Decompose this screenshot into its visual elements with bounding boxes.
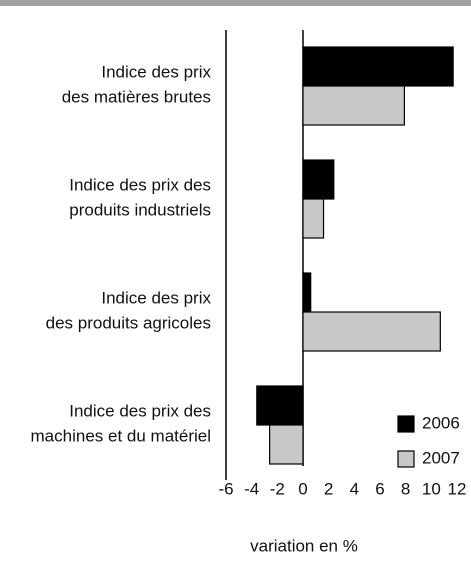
x-tick-label: 10: [422, 479, 441, 498]
category-label-line: Indice des prix des: [69, 402, 211, 421]
x-tick-label: 6: [375, 479, 384, 498]
x-axis-label: variation en %: [250, 536, 358, 555]
category-label: Indice des prix des machines et du matéri…: [31, 402, 211, 446]
bar: [302, 198, 325, 239]
bar: [269, 424, 304, 465]
legend-swatch: [397, 415, 415, 433]
bar: [302, 272, 312, 313]
x-tick-label: 12: [448, 479, 467, 498]
x-tick-label: -2: [270, 479, 285, 498]
legend-label: 2006: [422, 413, 460, 432]
bar: [302, 46, 454, 87]
legend-label: 2007: [422, 448, 460, 467]
category-label-line: Indice des prix des: [69, 176, 211, 195]
category-label: Indice des prix des produits agricoles: [46, 289, 212, 333]
x-tick-label: 0: [298, 479, 307, 498]
bar: [256, 385, 304, 426]
category-label-line: des produits agricoles: [46, 314, 211, 333]
x-tick-label: -4: [244, 479, 259, 498]
category-label: Indice des prix des matières brutes: [62, 63, 212, 107]
x-tick-label: -6: [218, 479, 233, 498]
category-label-line: Indice des prix: [101, 289, 211, 308]
category-label-line: produits industriels: [69, 201, 211, 220]
category-label-line: Indice des prix: [101, 63, 211, 82]
category-label-line: machines et du matériel: [31, 427, 211, 446]
bar: [302, 311, 441, 352]
top-band: [0, 0, 471, 6]
bar: [302, 85, 405, 126]
x-tick-label: 4: [350, 479, 359, 498]
x-tick-label: 8: [401, 479, 410, 498]
bar: [302, 159, 335, 200]
legend-swatch: [397, 450, 415, 468]
x-tick-label: 2: [324, 479, 333, 498]
category-label-line: des matières brutes: [62, 88, 211, 107]
category-label: Indice des prix des produits industriels: [69, 176, 211, 220]
